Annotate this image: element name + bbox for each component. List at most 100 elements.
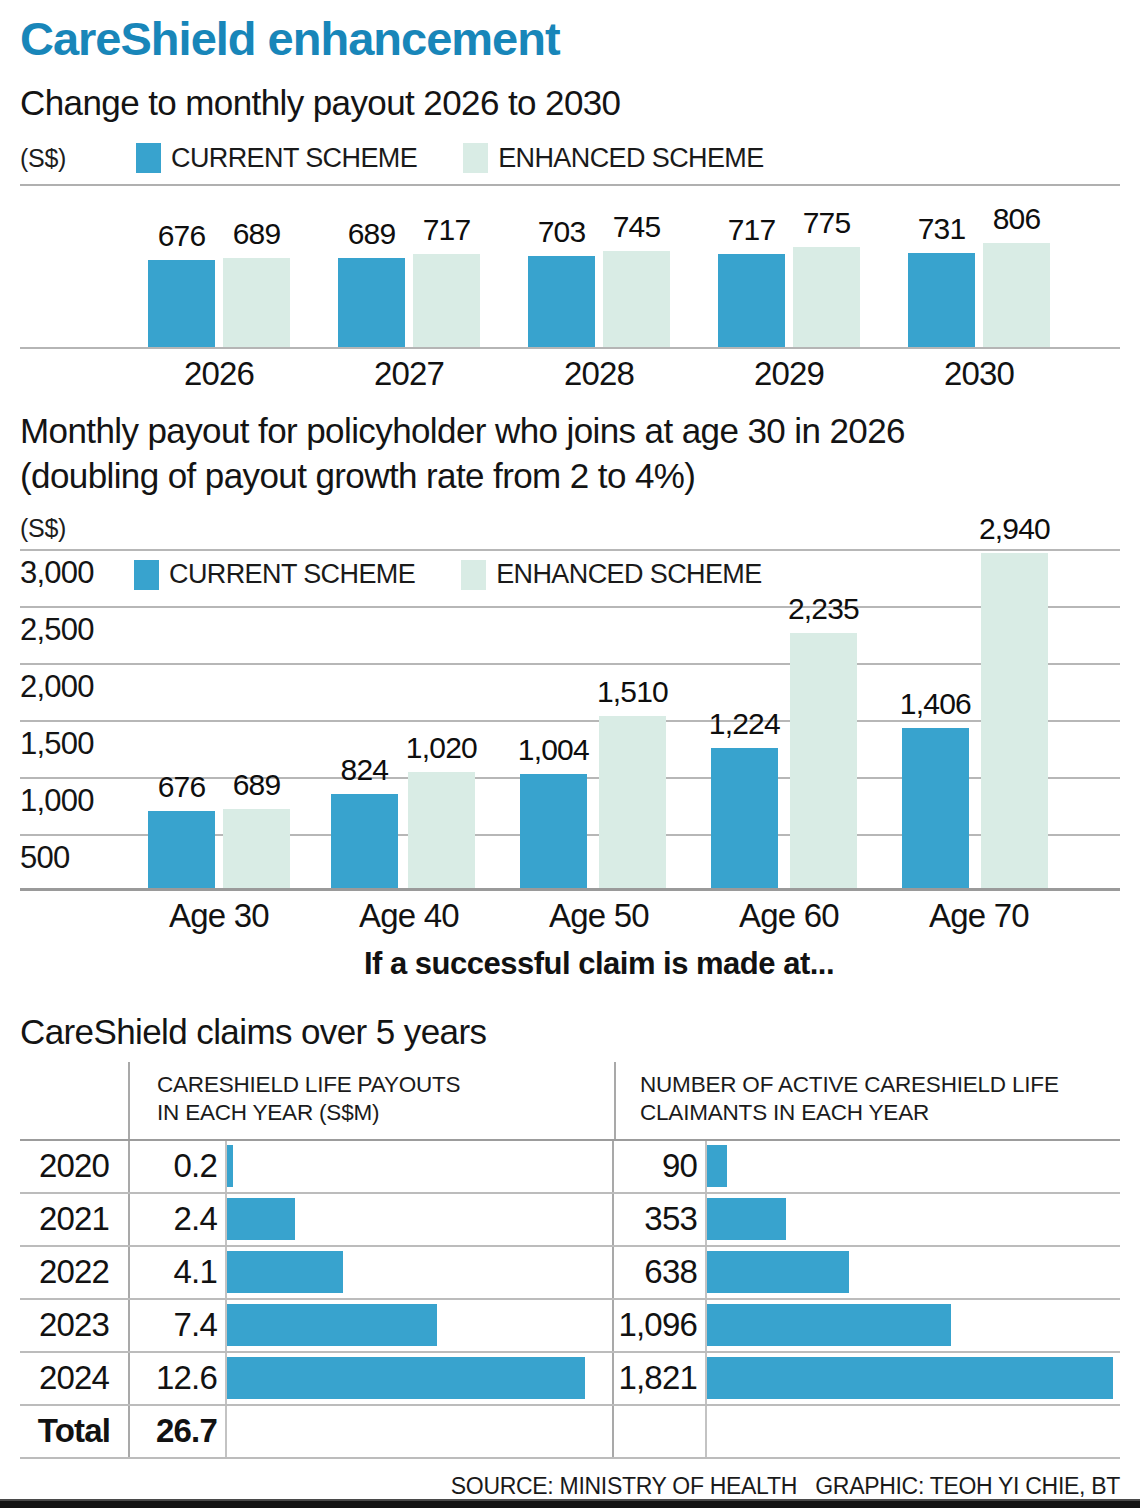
claims-claimants-bar-cell — [707, 1353, 1120, 1404]
enhanced-bar-wrap: 2,940 — [979, 512, 1050, 888]
payout-change-chart: 676689689 717 703 745 717 775 731 806 — [20, 184, 1120, 349]
current-bar-wrap: 676 — [148, 770, 215, 888]
bar-value-label: 1,224 — [709, 707, 780, 741]
claims-total-label: Total — [20, 1406, 130, 1457]
current-bar-wrap: 1,004 — [518, 733, 589, 888]
claims-payout-bar-cell — [227, 1194, 614, 1245]
bar-value-label: 1,406 — [900, 687, 971, 721]
bar-value-label: 689 — [233, 768, 281, 802]
current-bar-wrap: 824 — [331, 753, 398, 888]
bar-value-label: 745 — [613, 210, 661, 244]
x-axis-label: Age 70 — [908, 897, 1050, 935]
claimants-bar — [707, 1251, 849, 1293]
claims-row: 202412.61,821 — [20, 1353, 1120, 1406]
claims-table-rows: 20200.29020212.435320224.163820237.41,09… — [20, 1141, 1120, 1459]
claims-claimants-value: 638 — [614, 1247, 707, 1298]
bottom-border-bar — [0, 1499, 1140, 1508]
current-scheme-bar — [718, 254, 785, 347]
current-bar-wrap: 703 — [528, 215, 595, 347]
claims-row: 20224.1638 — [20, 1247, 1120, 1300]
claimants-bar — [707, 1145, 727, 1187]
claims-claimants-value: 1,096 — [614, 1300, 707, 1351]
claims-year-column-header — [20, 1062, 130, 1139]
current-scheme-label: CURRENT SCHEME — [169, 559, 415, 590]
bar-value-label: 806 — [993, 202, 1041, 236]
current-scheme-bar — [148, 811, 215, 888]
enhanced-scheme-bar — [223, 809, 290, 888]
bar-groups: 676689689 717 703 745 717 775 731 806 — [148, 186, 1050, 347]
claims-year-cell: 2021 — [20, 1194, 130, 1245]
claims-row: 20212.4 353 — [20, 1194, 1120, 1247]
current-bar-wrap: 717 — [718, 213, 785, 347]
current-scheme-swatch — [136, 143, 161, 173]
enhanced-scheme-bar — [223, 258, 290, 347]
claims-claimants-bar-cell — [707, 1194, 1120, 1245]
y-axis-tick-label: 2,000 — [20, 669, 94, 705]
chart2-legend: CURRENT SCHEME ENHANCED SCHEME — [134, 559, 762, 590]
current-scheme-bar — [902, 728, 969, 888]
legend-item-enhanced: ENHANCED SCHEME — [463, 143, 764, 174]
enhanced-scheme-bar — [413, 254, 480, 347]
enhanced-scheme-bar — [981, 553, 1048, 888]
current-scheme-bar — [338, 258, 405, 347]
bar-value-label: 1,004 — [518, 733, 589, 767]
claims-year-cell: 2024 — [20, 1353, 130, 1404]
bar-value-label: 775 — [803, 206, 851, 240]
source-credit: SOURCE: MINISTRY OF HEALTH GRAPHIC: TEOH… — [20, 1473, 1120, 1500]
bar-group-2028: 703 745 — [528, 210, 670, 347]
current-scheme-bar — [148, 260, 215, 347]
enhanced-bar-wrap: 2,235 — [788, 592, 859, 888]
current-scheme-bar — [711, 748, 778, 888]
legend-item-current: CURRENT SCHEME — [134, 559, 415, 590]
bar-group-age-70: 1,4062,940 — [900, 512, 1050, 888]
claims-payout-value: 0.2 — [130, 1141, 227, 1192]
claims-payout-bar-cell — [227, 1353, 614, 1404]
chart2-title: Monthly payout for policyholder who join… — [20, 409, 1120, 498]
bar-group-2026: 676689 — [148, 217, 290, 347]
current-scheme-bar — [528, 256, 595, 347]
bar-value-label: 689 — [233, 217, 281, 251]
current-scheme-bar — [520, 774, 587, 888]
claims-claimants-bar-cell — [707, 1247, 1120, 1298]
bar-group-age-40: 8241,020 — [331, 731, 477, 888]
x-axis-label: 2027 — [338, 355, 480, 393]
enhanced-scheme-swatch — [463, 143, 488, 173]
enhanced-bar-wrap: 717 — [413, 213, 480, 347]
x-axis-label: 2026 — [148, 355, 290, 393]
claims-year-cell: 2020 — [20, 1141, 130, 1192]
bar-group-age-50: 1,0041,510 — [518, 675, 668, 888]
claims-payout-value: 7.4 — [130, 1300, 227, 1351]
y-axis-tick-label: 3,000 — [20, 555, 94, 591]
payout-bar — [227, 1145, 233, 1187]
claims-payout-value: 12.6 — [130, 1353, 227, 1404]
x-axis-label: 2028 — [528, 355, 670, 393]
enhanced-bar-wrap: 689 — [223, 217, 290, 347]
x-axis-label: 2030 — [908, 355, 1050, 393]
x-axis-label: Age 40 — [338, 897, 480, 935]
claimants-bar — [707, 1198, 786, 1240]
y-axis-tick-label: 1,000 — [20, 783, 94, 819]
age-payout-x-axis: Age 30Age 40Age 50Age 60Age 70 — [148, 897, 1050, 935]
claims-total-row: Total26.7 — [20, 1406, 1120, 1459]
bar-value-label: 824 — [341, 753, 389, 787]
current-scheme-label: CURRENT SCHEME — [171, 143, 417, 174]
enhanced-bar-wrap: 775 — [793, 206, 860, 347]
chart1-legend: (S$) CURRENT SCHEME ENHANCED SCHEME — [20, 139, 1120, 177]
enhanced-bar-wrap: 1,510 — [597, 675, 668, 888]
bar-group-age-30: 676 689 — [148, 768, 290, 888]
enhanced-bar-wrap: 689 — [223, 768, 290, 888]
claims-payout-bar-cell — [227, 1300, 614, 1351]
bar-value-label: 703 — [538, 215, 586, 249]
claims-payout-bar-cell — [227, 1247, 614, 1298]
claims-payout-value: 2.4 — [130, 1194, 227, 1245]
enhanced-scheme-label: ENHANCED SCHEME — [496, 559, 762, 590]
page-title: CareShield enhancement — [20, 14, 1120, 65]
payout-bar — [227, 1304, 437, 1346]
bar-value-label: 731 — [918, 212, 966, 246]
chart1-title: Change to monthly payout 2026 to 2030 — [20, 81, 1120, 125]
claims-claimants-value: 353 — [614, 1194, 707, 1245]
x-axis-label: Age 50 — [528, 897, 670, 935]
payout-bar — [227, 1198, 295, 1240]
claims-claimants-value: 90 — [614, 1141, 707, 1192]
current-bar-wrap: 1,224 — [709, 707, 780, 888]
